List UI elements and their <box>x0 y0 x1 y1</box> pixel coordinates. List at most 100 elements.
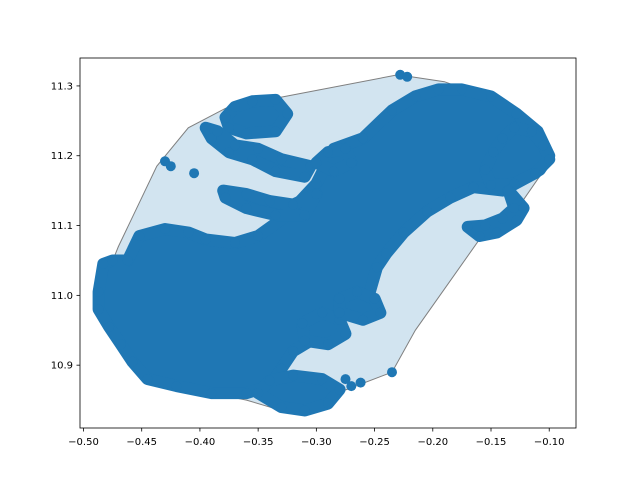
data-point <box>317 374 328 385</box>
data-point <box>497 213 508 224</box>
x-tick-label: −0.45 <box>126 437 157 448</box>
data-point <box>334 293 345 304</box>
data-point <box>410 91 421 102</box>
data-point <box>346 157 357 168</box>
point-group-right-tail <box>461 184 530 242</box>
data-point <box>334 384 345 395</box>
x-tick-label: −0.25 <box>359 437 390 448</box>
y-tick-label: 11.3 <box>51 81 73 92</box>
data-point <box>171 381 182 392</box>
point-group-upper-middle-blob <box>310 142 358 178</box>
data-point <box>311 178 322 189</box>
data-point <box>518 203 529 214</box>
x-axis: −0.50 −0.45 −0.40 −0.35 −0.30 −0.25 −0.20 −0.15… <box>68 428 565 448</box>
data-point <box>311 189 322 200</box>
data-point <box>212 126 223 137</box>
data-point <box>357 314 368 325</box>
data-point <box>538 140 549 151</box>
data-point <box>357 133 368 144</box>
x-tick-label: −0.50 <box>68 437 99 448</box>
data-point <box>104 321 115 332</box>
x-tick-label: −0.35 <box>243 437 274 448</box>
data-point <box>369 293 380 304</box>
data-point <box>264 375 275 386</box>
data-point <box>276 402 287 413</box>
data-point <box>355 377 366 388</box>
data-point <box>247 96 258 107</box>
data-point <box>328 166 339 177</box>
data-point <box>253 231 264 241</box>
data-point <box>311 157 322 168</box>
data-point <box>107 255 118 266</box>
data-point <box>206 388 217 399</box>
data-point <box>270 94 281 105</box>
data-point <box>270 166 281 177</box>
x-tick-label: −0.10 <box>534 437 565 448</box>
data-point <box>220 192 231 203</box>
data-point <box>276 363 287 374</box>
data-point <box>352 286 363 297</box>
data-point <box>387 367 397 378</box>
data-point <box>340 143 351 154</box>
data-point <box>241 128 252 139</box>
data-point <box>270 210 281 221</box>
x-tick-label: −0.40 <box>185 437 216 448</box>
data-point <box>229 140 240 151</box>
data-point <box>134 231 145 241</box>
data-point <box>445 192 456 203</box>
point-group-middle-left-arm <box>217 184 323 222</box>
data-point <box>462 221 473 232</box>
axes-frame <box>79 57 577 429</box>
data-point <box>334 307 345 318</box>
data-point <box>241 203 252 214</box>
data-point <box>402 71 413 82</box>
data-point <box>270 126 281 137</box>
data-point <box>299 210 310 221</box>
data-point <box>480 220 491 231</box>
point-group-top-left-lobe <box>219 93 294 140</box>
data-point <box>299 405 310 416</box>
data-point <box>526 126 537 137</box>
data-point <box>491 227 502 238</box>
data-point <box>468 182 479 193</box>
data-point <box>98 258 109 269</box>
data-point <box>93 304 104 315</box>
data-point <box>241 388 252 399</box>
data-point <box>282 108 293 119</box>
data-point <box>488 147 499 158</box>
data-point <box>93 286 104 297</box>
y-tick-label: 11.0 <box>51 291 73 302</box>
data-point <box>381 248 392 259</box>
data-point <box>220 112 231 123</box>
x-tick-label: −0.15 <box>476 437 507 448</box>
data-point <box>122 255 133 266</box>
data-point <box>530 168 541 179</box>
data-point <box>299 171 310 182</box>
data-point <box>253 143 264 154</box>
data-point <box>241 189 252 200</box>
data-points <box>92 69 556 417</box>
data-point <box>115 339 126 350</box>
x-tick-label: −0.30 <box>301 437 332 448</box>
point-cluster <box>461 184 530 242</box>
data-point <box>288 346 299 357</box>
data-point <box>229 101 240 112</box>
data-point <box>317 307 328 318</box>
y-tick-label: 11.1 <box>51 221 73 232</box>
data-point <box>544 154 555 165</box>
data-point <box>183 227 194 238</box>
data-point <box>375 307 386 318</box>
data-point <box>276 154 287 165</box>
data-point <box>224 122 234 133</box>
data-point <box>509 122 520 133</box>
y-tick-label: 10.9 <box>51 361 73 372</box>
data-point <box>323 339 333 350</box>
data-point <box>511 108 522 119</box>
data-point <box>264 196 275 207</box>
data-point <box>288 370 299 381</box>
data-point <box>288 199 299 210</box>
data-point <box>299 335 310 346</box>
data-point <box>371 262 382 273</box>
point-group-right-lobe <box>479 121 556 192</box>
data-point <box>200 122 211 133</box>
